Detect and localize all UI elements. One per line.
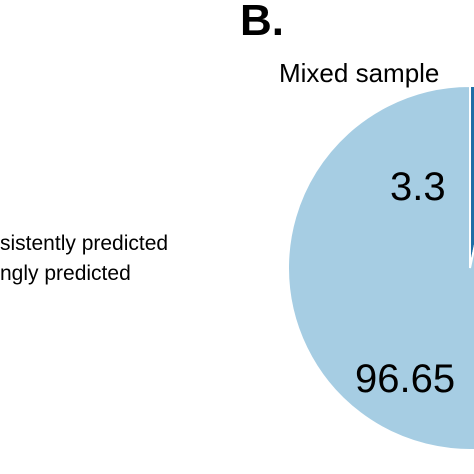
legend-entry-consistently-predicted: sistently predicted	[0, 232, 169, 255]
pie-title: Mixed sample	[279, 58, 440, 88]
pie-slice-label-1: 96.65	[355, 357, 455, 401]
legend-entry-wrongly-predicted: ngly predicted	[0, 262, 131, 285]
panel-label: B.	[240, 0, 284, 45]
pie-slice-1	[287, 84, 474, 451]
pie-slice-label-0: 3.3	[390, 165, 446, 209]
